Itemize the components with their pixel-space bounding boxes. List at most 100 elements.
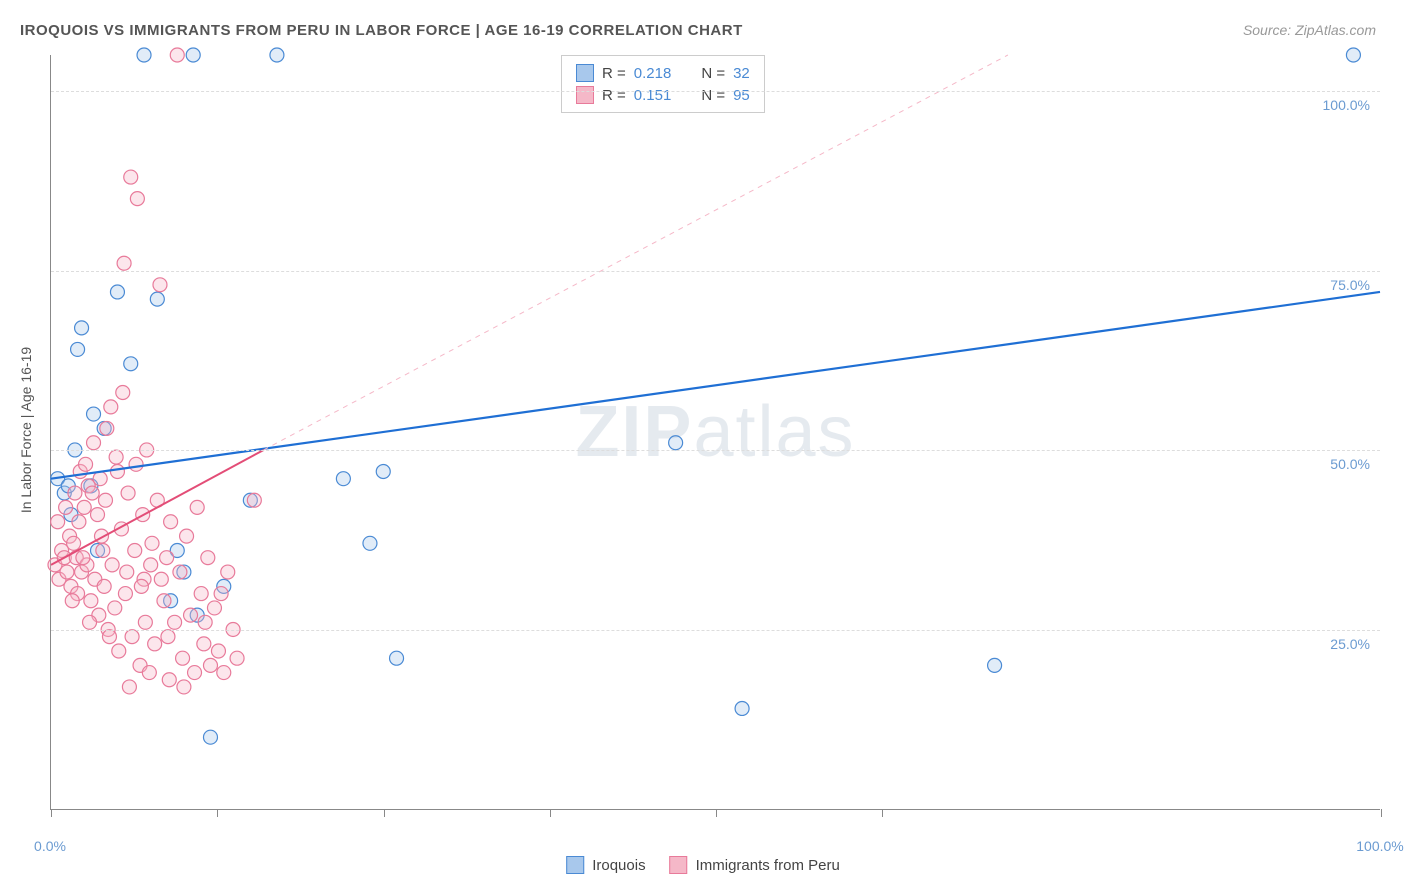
scatter-point — [203, 730, 217, 744]
scatter-point — [105, 558, 119, 572]
trend-line — [264, 55, 1008, 450]
scatter-point — [77, 500, 91, 514]
scatter-point — [247, 493, 261, 507]
scatter-point — [60, 565, 74, 579]
gridline-h — [51, 630, 1380, 631]
series-legend: IroquoisImmigrants from Peru — [566, 856, 840, 874]
scatter-point — [176, 651, 190, 665]
gridline-h — [51, 271, 1380, 272]
scatter-point — [201, 551, 215, 565]
scatter-point — [214, 587, 228, 601]
scatter-point — [65, 594, 79, 608]
legend-n-label: N = — [701, 65, 725, 82]
scatter-point — [96, 543, 110, 557]
legend-item: Immigrants from Peru — [670, 856, 840, 874]
scatter-point — [122, 680, 136, 694]
x-tick — [716, 809, 717, 817]
scatter-point — [197, 637, 211, 651]
scatter-point — [669, 436, 683, 450]
legend-n-value: 95 — [733, 87, 750, 104]
scatter-point — [164, 515, 178, 529]
scatter-point — [203, 658, 217, 672]
legend-swatch — [576, 86, 594, 104]
scatter-point — [84, 594, 98, 608]
scatter-point — [124, 170, 138, 184]
scatter-point — [125, 630, 139, 644]
x-tick-label: 0.0% — [34, 838, 66, 854]
x-tick — [384, 809, 385, 817]
scatter-point — [124, 357, 138, 371]
chart-container: IROQUOIS VS IMMIGRANTS FROM PERU IN LABO… — [0, 0, 1406, 892]
scatter-point — [144, 558, 158, 572]
x-tick — [882, 809, 883, 817]
scatter-point — [85, 486, 99, 500]
scatter-point — [116, 386, 130, 400]
scatter-point — [91, 508, 105, 522]
correlation-legend: R = 0.218 N = 32 R = 0.151 N = 95 — [561, 55, 765, 113]
scatter-point — [336, 472, 350, 486]
scatter-point — [177, 680, 191, 694]
scatter-point — [230, 651, 244, 665]
scatter-point — [97, 579, 111, 593]
scatter-point — [59, 500, 73, 514]
scatter-point — [161, 630, 175, 644]
legend-label: Immigrants from Peru — [696, 857, 840, 874]
scatter-point — [87, 407, 101, 421]
y-tick-label: 75.0% — [1330, 277, 1370, 293]
scatter-point — [150, 292, 164, 306]
scatter-point — [128, 543, 142, 557]
scatter-point — [363, 536, 377, 550]
scatter-point — [109, 450, 123, 464]
plot-svg — [51, 55, 1380, 809]
legend-r-label: R = — [602, 87, 626, 104]
scatter-point — [173, 565, 187, 579]
scatter-point — [198, 615, 212, 629]
scatter-point — [390, 651, 404, 665]
scatter-point — [180, 529, 194, 543]
legend-r-label: R = — [602, 65, 626, 82]
gridline-h — [51, 450, 1380, 451]
scatter-point — [72, 515, 86, 529]
legend-n-value: 32 — [733, 65, 750, 82]
scatter-point — [142, 666, 156, 680]
x-tick — [217, 809, 218, 817]
scatter-point — [154, 572, 168, 586]
legend-row: R = 0.151 N = 95 — [576, 84, 750, 106]
legend-n-label: N = — [701, 87, 725, 104]
scatter-point — [148, 637, 162, 651]
source-attribution: Source: ZipAtlas.com — [1243, 22, 1376, 38]
scatter-point — [160, 551, 174, 565]
scatter-point — [67, 536, 81, 550]
x-tick — [550, 809, 551, 817]
scatter-point — [129, 457, 143, 471]
scatter-point — [76, 551, 90, 565]
scatter-point — [270, 48, 284, 62]
scatter-point — [162, 673, 176, 687]
plot-area: ZIPatlas R =0.218N =32R =0.151N =95 25.0… — [50, 55, 1380, 810]
scatter-point — [112, 644, 126, 658]
scatter-point — [190, 500, 204, 514]
scatter-point — [134, 579, 148, 593]
chart-title: IROQUOIS VS IMMIGRANTS FROM PERU IN LABO… — [20, 22, 743, 39]
scatter-point — [138, 615, 152, 629]
x-tick — [1381, 809, 1382, 817]
scatter-point — [211, 644, 225, 658]
legend-r-value: 0.151 — [634, 87, 672, 104]
scatter-point — [118, 587, 132, 601]
scatter-point — [130, 192, 144, 206]
scatter-point — [110, 285, 124, 299]
y-tick-label: 100.0% — [1323, 97, 1370, 113]
y-tick-label: 50.0% — [1330, 456, 1370, 472]
scatter-point — [79, 457, 93, 471]
scatter-point — [102, 630, 116, 644]
scatter-point — [153, 278, 167, 292]
legend-r-value: 0.218 — [634, 65, 672, 82]
scatter-point — [170, 48, 184, 62]
x-tick-label: 100.0% — [1356, 838, 1403, 854]
scatter-point — [184, 608, 198, 622]
scatter-point — [186, 48, 200, 62]
scatter-point — [71, 342, 85, 356]
scatter-point — [221, 565, 235, 579]
legend-swatch — [670, 856, 688, 874]
y-axis-title: In Labor Force | Age 16-19 — [18, 347, 34, 513]
